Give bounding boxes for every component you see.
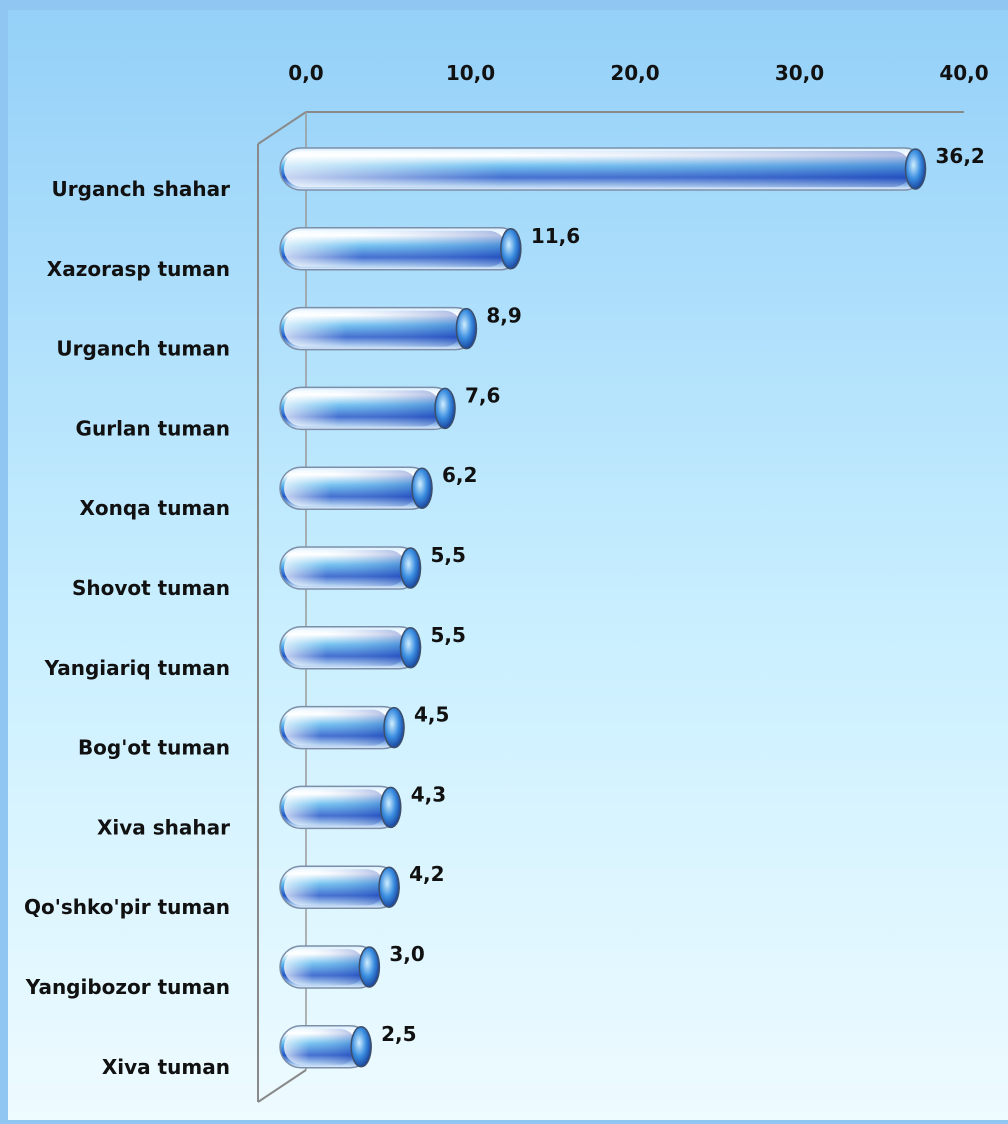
category-label: Xiva tuman [102,1055,230,1079]
bar [279,466,433,510]
value-label: 3,0 [389,942,424,966]
bar-shine [284,629,407,666]
bar-shine [284,230,507,267]
bar-cap [399,547,422,589]
bar-shine [284,390,442,427]
bar-shine [284,709,391,746]
bar-shine [284,470,418,507]
bar-cap [904,148,927,190]
x-tick-label: 40,0 [939,61,988,85]
bar-cap [379,786,402,829]
bar-shine [284,550,407,586]
category-label: Xazorasp tuman [47,257,230,281]
value-label: 7,6 [465,383,500,407]
bar [279,147,927,191]
bar-shine [284,949,366,985]
value-label: 36,2 [935,144,984,168]
value-label: 6,2 [442,463,477,487]
bar [279,785,402,830]
bar [279,386,456,431]
bar-cap [455,307,478,350]
value-label: 4,5 [414,703,449,727]
bar [279,945,381,989]
plot-background [8,10,1008,1120]
bar-cap [383,706,405,749]
bar-shine [284,789,387,826]
labels-layer: Urganch shahar 36,2 Xazorasp tuman 11,6 Urga… [24,144,985,1079]
value-label: 2,5 [381,1022,416,1046]
bar [279,705,405,750]
category-label: Yangibozor tuman [25,975,230,999]
bar [279,546,422,590]
bar [279,227,522,271]
value-label: 8,9 [486,304,521,328]
value-label: 4,2 [409,862,444,886]
category-label: Shovot tuman [72,576,230,600]
bar-cap [378,866,400,908]
value-label: 5,5 [430,543,465,567]
bar-cap [399,627,422,669]
bar-cap [411,467,433,509]
x-tick-label: 20,0 [610,61,659,85]
bar-cap [500,228,522,270]
bar [279,865,400,909]
category-label: Xonqa tuman [79,496,230,520]
bar [279,1025,372,1069]
category-label: Urganch tuman [56,337,230,361]
x-tick-label: 0,0 [288,61,323,85]
bars-layer [279,147,927,1069]
bar [279,626,422,670]
category-label: Gurlan tuman [76,416,230,440]
x-tick-label: 30,0 [775,61,824,85]
category-label: Xiva shahar [97,815,230,839]
bar-cap [350,1026,372,1068]
bar-cap [434,387,456,430]
category-label: Bog'ot tuman [78,736,230,760]
bar [279,306,478,351]
axis-depth-line [257,111,307,145]
x-tick-label: 10,0 [446,61,495,85]
bar-shine [284,1028,358,1065]
value-label: 11,6 [531,224,580,248]
category-label: Qo'shko'pir tuman [24,895,230,919]
bar-shine [284,310,463,347]
bar-shine [284,151,912,187]
category-label: Urganch shahar [52,177,231,201]
value-label: 4,3 [411,782,446,806]
axis-layer: 0,0 10,0 20,0 30,0 40,0 [257,61,989,1103]
axis-bottom-depth-line [257,1069,307,1103]
category-label: Yangiariq tuman [44,656,230,680]
bar-shine [284,869,386,906]
value-label: 5,5 [430,623,465,647]
bar-cap [358,946,381,988]
